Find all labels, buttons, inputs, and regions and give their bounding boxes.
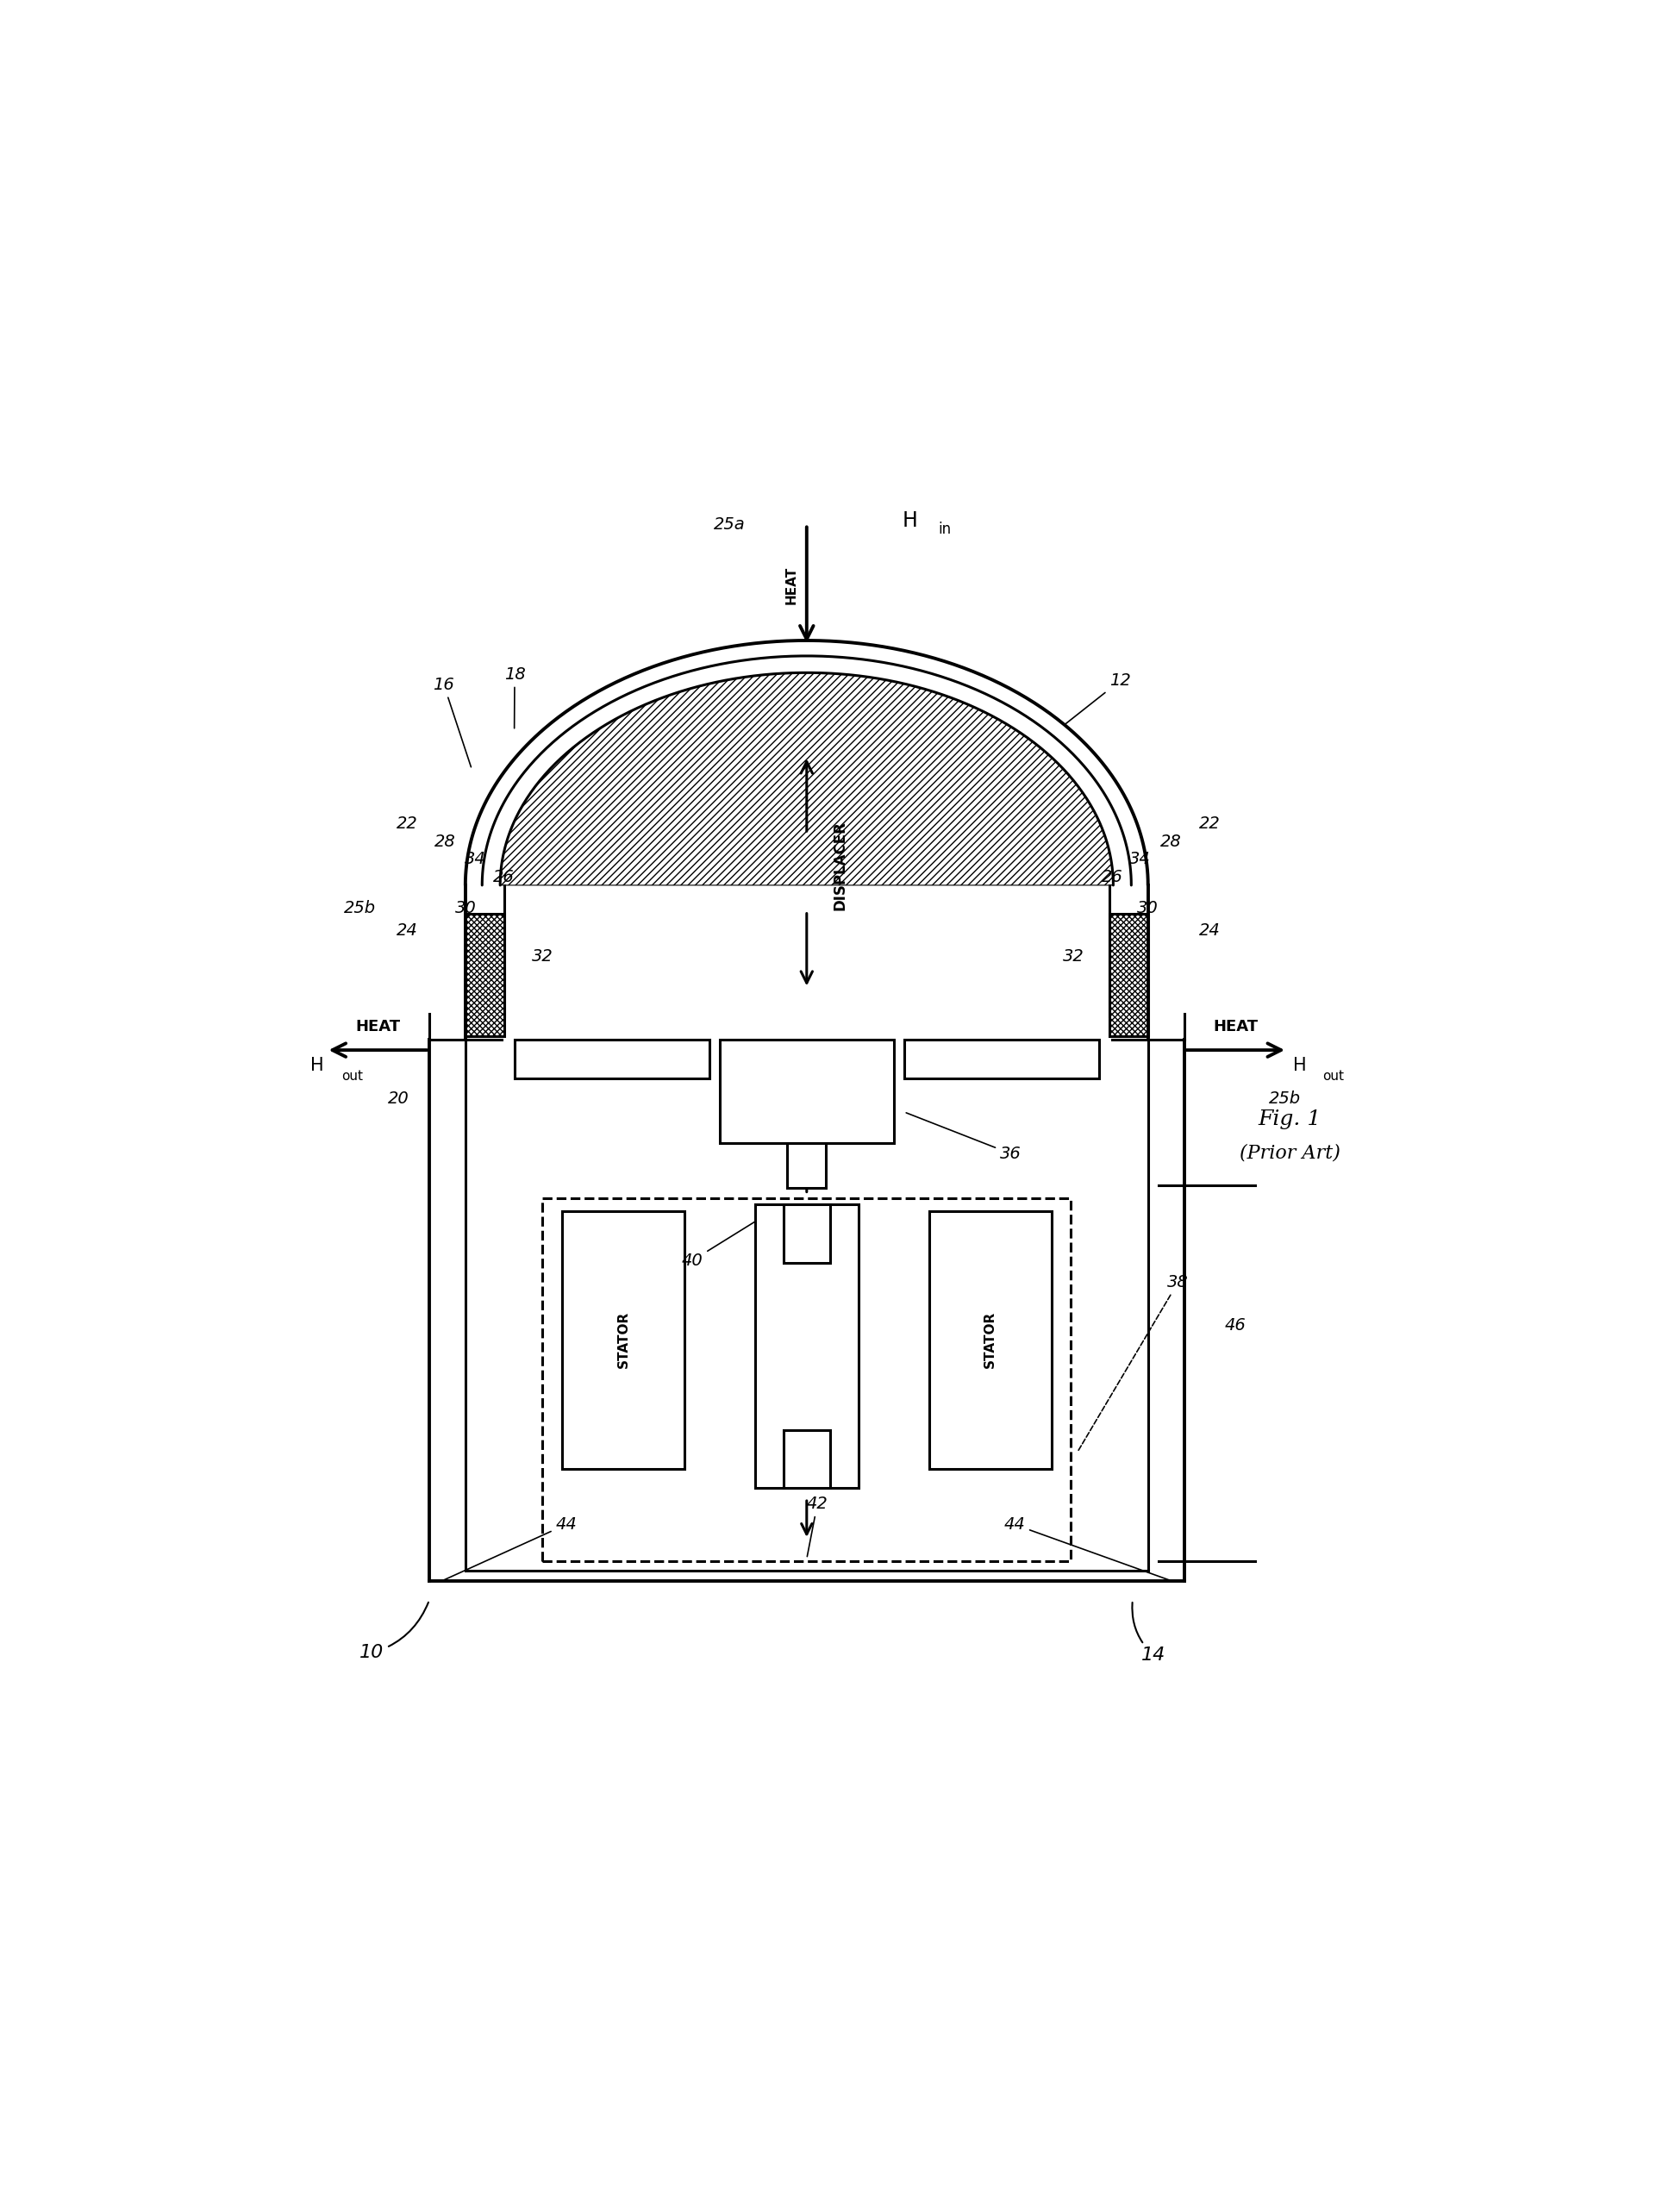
Text: 25b: 25b bbox=[1268, 1091, 1301, 1108]
Text: H: H bbox=[902, 511, 917, 531]
Text: H: H bbox=[1293, 1057, 1306, 1075]
Text: MOVING: MOVING bbox=[801, 1259, 813, 1310]
Text: 36: 36 bbox=[906, 1113, 1020, 1161]
Text: MEMBER: MEMBER bbox=[801, 1314, 813, 1367]
Text: 44: 44 bbox=[1004, 1515, 1168, 1579]
Bar bbox=[755, 1206, 858, 1489]
Bar bbox=[783, 1206, 829, 1263]
Text: 46: 46 bbox=[1225, 1318, 1246, 1334]
Text: 34: 34 bbox=[1130, 852, 1152, 867]
Text: 38: 38 bbox=[1079, 1274, 1188, 1451]
Text: 28: 28 bbox=[1160, 834, 1182, 849]
Text: in: in bbox=[937, 522, 951, 538]
Text: H: H bbox=[311, 1057, 324, 1075]
Text: STATOR: STATOR bbox=[617, 1312, 630, 1369]
Text: 16: 16 bbox=[434, 677, 470, 768]
Text: 24: 24 bbox=[1200, 922, 1220, 938]
Text: PISTON: PISTON bbox=[779, 1104, 834, 1117]
Text: 26: 26 bbox=[494, 869, 515, 885]
Bar bbox=[904, 1040, 1099, 1079]
Text: POWER: POWER bbox=[779, 1075, 834, 1088]
Text: (Prior Art): (Prior Art) bbox=[1240, 1144, 1340, 1164]
Text: HEAT: HEAT bbox=[356, 1020, 401, 1035]
Text: HEAT: HEAT bbox=[784, 566, 798, 604]
Text: Fig. 1: Fig. 1 bbox=[1258, 1110, 1321, 1130]
Text: 14: 14 bbox=[1132, 1601, 1167, 1663]
Text: 44: 44 bbox=[444, 1515, 577, 1579]
Text: HEAT: HEAT bbox=[1213, 1020, 1258, 1035]
Text: 32: 32 bbox=[532, 949, 553, 964]
Bar bbox=[562, 1212, 685, 1469]
Bar bbox=[514, 1040, 710, 1079]
Text: STATOR: STATOR bbox=[984, 1312, 997, 1369]
Bar bbox=[929, 1212, 1052, 1469]
Text: (MOVER): (MOVER) bbox=[801, 1371, 813, 1425]
Text: 40: 40 bbox=[681, 1219, 760, 1270]
Bar bbox=[788, 1144, 826, 1188]
Bar bbox=[783, 1431, 829, 1489]
Text: out: out bbox=[341, 1068, 362, 1082]
Text: 18: 18 bbox=[504, 666, 525, 728]
Text: 32: 32 bbox=[1062, 949, 1084, 964]
Text: 26: 26 bbox=[1102, 869, 1122, 885]
Text: DISPLACER: DISPLACER bbox=[833, 821, 848, 911]
Polygon shape bbox=[1110, 914, 1148, 1035]
Text: 22: 22 bbox=[397, 816, 419, 832]
Text: 25a: 25a bbox=[713, 515, 745, 533]
Text: 22: 22 bbox=[1200, 816, 1220, 832]
Text: 12: 12 bbox=[1065, 672, 1130, 726]
Text: 25b: 25b bbox=[344, 900, 376, 916]
Text: 34: 34 bbox=[465, 852, 487, 867]
Bar bbox=[720, 1040, 894, 1144]
Polygon shape bbox=[500, 672, 1114, 885]
Text: 42: 42 bbox=[806, 1495, 828, 1557]
Text: 10: 10 bbox=[359, 1601, 429, 1661]
Text: out: out bbox=[1323, 1068, 1345, 1082]
Text: 24: 24 bbox=[397, 922, 419, 938]
Text: 30: 30 bbox=[1137, 900, 1158, 916]
Bar bbox=[542, 1199, 1070, 1562]
Text: 30: 30 bbox=[455, 900, 475, 916]
Polygon shape bbox=[465, 914, 504, 1035]
Text: 20: 20 bbox=[387, 1091, 409, 1108]
Text: 28: 28 bbox=[434, 834, 455, 849]
